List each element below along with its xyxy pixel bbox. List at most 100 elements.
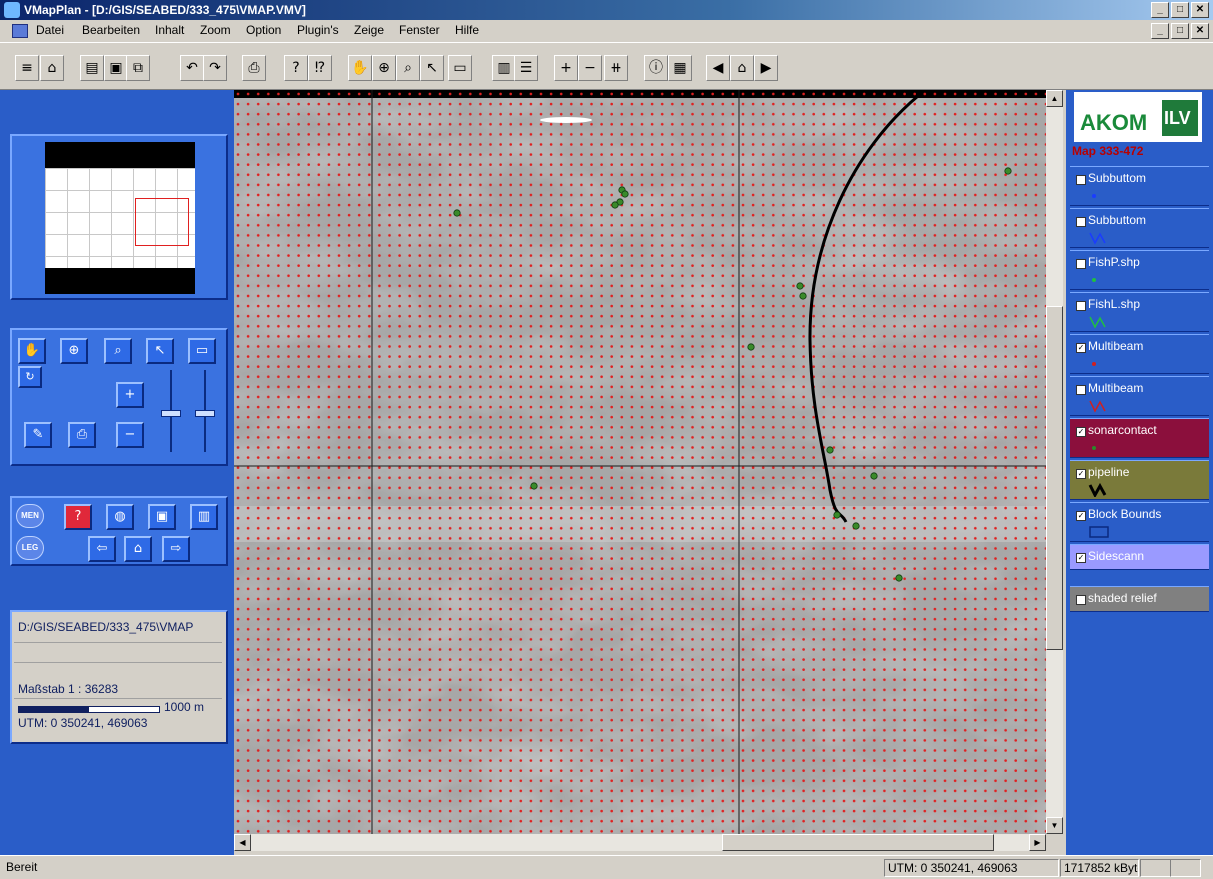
pan-hand-icon[interactable]: ✋	[18, 338, 46, 364]
sonar-contact-point[interactable]	[796, 282, 804, 290]
sonar-contact-point[interactable]	[895, 574, 903, 582]
doc-close-button[interactable]: ✕	[1191, 23, 1209, 39]
sonar-contact-point[interactable]	[611, 201, 619, 209]
menu-inhalt[interactable]: Inhalt	[155, 23, 185, 37]
scroll-up-icon[interactable]: ▲	[1046, 90, 1063, 107]
print-icon[interactable]: ⎙	[242, 55, 266, 81]
layer-checkbox[interactable]	[1076, 259, 1086, 269]
forward-icon[interactable]: ▶	[754, 55, 778, 81]
layer-checkbox[interactable]	[1076, 175, 1086, 185]
book-icon[interactable]: ▥	[190, 504, 218, 530]
sonar-contact-point[interactable]	[453, 209, 461, 217]
home-icon[interactable]: ⌂	[730, 55, 754, 81]
layer-checkbox[interactable]: ✓	[1076, 343, 1086, 353]
layer-checkbox[interactable]	[1076, 385, 1086, 395]
layer-item[interactable]: ✓ pipeline	[1070, 460, 1209, 500]
redo-icon[interactable]: ↷	[203, 55, 227, 81]
sonar-contact-point[interactable]	[747, 343, 755, 351]
sonar-contact-point[interactable]	[870, 472, 878, 480]
menu-datei[interactable]: Datei	[36, 23, 65, 37]
plus-icon[interactable]: +	[554, 55, 578, 81]
measure-ruler-icon[interactable]: ▭	[448, 55, 472, 81]
menu-option[interactable]: Option	[246, 23, 282, 37]
sonar-contact-point[interactable]	[826, 446, 834, 454]
menu-zeige[interactable]: Zeige	[354, 23, 385, 37]
scroll-right-icon[interactable]: ▶	[1029, 834, 1046, 851]
layer-checkbox[interactable]: ✓	[1076, 469, 1086, 479]
layer-item[interactable]: ✓ Block Bounds	[1070, 502, 1209, 542]
zoom-slider-knob[interactable]	[161, 410, 181, 417]
layer-checkbox[interactable]	[1076, 217, 1086, 227]
menu-round-button[interactable]: MEN	[16, 504, 44, 528]
layer-item[interactable]: Multibeam	[1070, 376, 1209, 416]
binoculars-icon[interactable]: ⌂	[40, 55, 64, 81]
layer-checkbox[interactable]: ✓	[1076, 511, 1086, 521]
layer-item[interactable]: shaded relief	[1070, 586, 1209, 612]
layer-item[interactable]: FishP.shp	[1070, 250, 1209, 290]
copy-icon[interactable]: ⧉	[126, 55, 150, 81]
scale-slider-knob[interactable]	[195, 410, 215, 417]
zoom-plus-button[interactable]: +	[116, 382, 144, 408]
zoom-in-icon[interactable]: ⊕	[372, 55, 396, 81]
menu-plugins[interactable]: Plugin's	[297, 23, 339, 37]
scroll-down-icon[interactable]: ▼	[1046, 817, 1063, 834]
layers-icon[interactable]: ≡	[15, 55, 39, 81]
pencil-icon[interactable]: ✎	[24, 422, 52, 448]
layer-item[interactable]: Subbuttom	[1070, 208, 1209, 248]
document-icon[interactable]	[12, 24, 28, 38]
overview-extent-box[interactable]	[135, 198, 189, 246]
horizontal-scrollbar[interactable]: ◀ ▶	[234, 834, 1046, 851]
layer-checkbox[interactable]: ✓	[1076, 427, 1086, 437]
layer-checkbox[interactable]	[1076, 595, 1086, 605]
layer-checkbox[interactable]	[1076, 301, 1086, 311]
sonar-contact-point[interactable]	[1004, 167, 1012, 175]
measure-ruler-icon[interactable]: ▭	[188, 338, 216, 364]
minimize-button[interactable]: _	[1151, 2, 1169, 18]
whats-this-icon[interactable]: ⁉	[308, 55, 332, 81]
layer-item[interactable]: ✓ Sidescann	[1070, 544, 1209, 570]
scroll-left-icon[interactable]: ◀	[234, 834, 251, 851]
sonar-contact-point[interactable]	[621, 190, 629, 198]
sonar-contact-point[interactable]	[530, 482, 538, 490]
forward-arrow-icon[interactable]: ⇨	[162, 536, 190, 562]
globe-icon[interactable]: ◍	[106, 504, 134, 530]
home-icon[interactable]: ⌂	[124, 536, 152, 562]
printer-icon[interactable]: ⎙	[68, 422, 96, 448]
table-icon[interactable]: ▦	[668, 55, 692, 81]
layer-item[interactable]: FishL.shp	[1070, 292, 1209, 332]
sonar-contact-point[interactable]	[799, 292, 807, 300]
select-arrow-icon[interactable]: ↖	[146, 338, 174, 364]
pipeline-line[interactable]	[808, 94, 919, 523]
camera-icon[interactable]: ▣	[148, 504, 176, 530]
vertical-scrollbar[interactable]: ▲ ▼	[1046, 90, 1063, 834]
menu-hilfe[interactable]: Hilfe	[455, 23, 480, 37]
sonar-contact-point[interactable]	[833, 511, 841, 519]
back-arrow-icon[interactable]: ⇦	[88, 536, 116, 562]
save-icon[interactable]: ▣	[104, 55, 128, 81]
panel-list-icon[interactable]: ☰	[514, 55, 538, 81]
menu-bearbeiten[interactable]: Bearbeiten	[82, 23, 141, 37]
minus-icon[interactable]: −	[578, 55, 602, 81]
select-arrow-icon[interactable]: ↖	[420, 55, 444, 81]
help-icon[interactable]: ?	[64, 504, 92, 530]
help-icon[interactable]: ?	[284, 55, 308, 81]
zoom-icon[interactable]: ⌕	[104, 338, 132, 364]
menu-zoom[interactable]: Zoom	[200, 23, 231, 37]
pan-hand-icon[interactable]: ✋	[348, 55, 372, 81]
refresh-icon[interactable]: ↻	[18, 366, 42, 388]
sonar-contact-point[interactable]	[852, 522, 860, 530]
close-button[interactable]: ✕	[1191, 2, 1209, 18]
layer-item[interactable]: ✓ Multibeam	[1070, 334, 1209, 374]
panel-left-icon[interactable]: ▥	[492, 55, 516, 81]
back-icon[interactable]: ◀	[706, 55, 730, 81]
zoom-minus-button[interactable]: −	[116, 422, 144, 448]
menu-fenster[interactable]: Fenster	[399, 23, 440, 37]
zoom-in-icon[interactable]: ⊕	[60, 338, 88, 364]
open-folder-icon[interactable]: ▤	[80, 55, 104, 81]
undo-icon[interactable]: ↶	[180, 55, 204, 81]
layer-item[interactable]: ✓ sonarcontact	[1070, 418, 1209, 458]
legend-round-button[interactable]: LEG	[16, 536, 44, 560]
vertical-scroll-thumb[interactable]	[1046, 306, 1063, 650]
zoom-icon[interactable]: ⌕	[396, 55, 420, 81]
layer-item[interactable]: Subbuttom	[1070, 166, 1209, 206]
